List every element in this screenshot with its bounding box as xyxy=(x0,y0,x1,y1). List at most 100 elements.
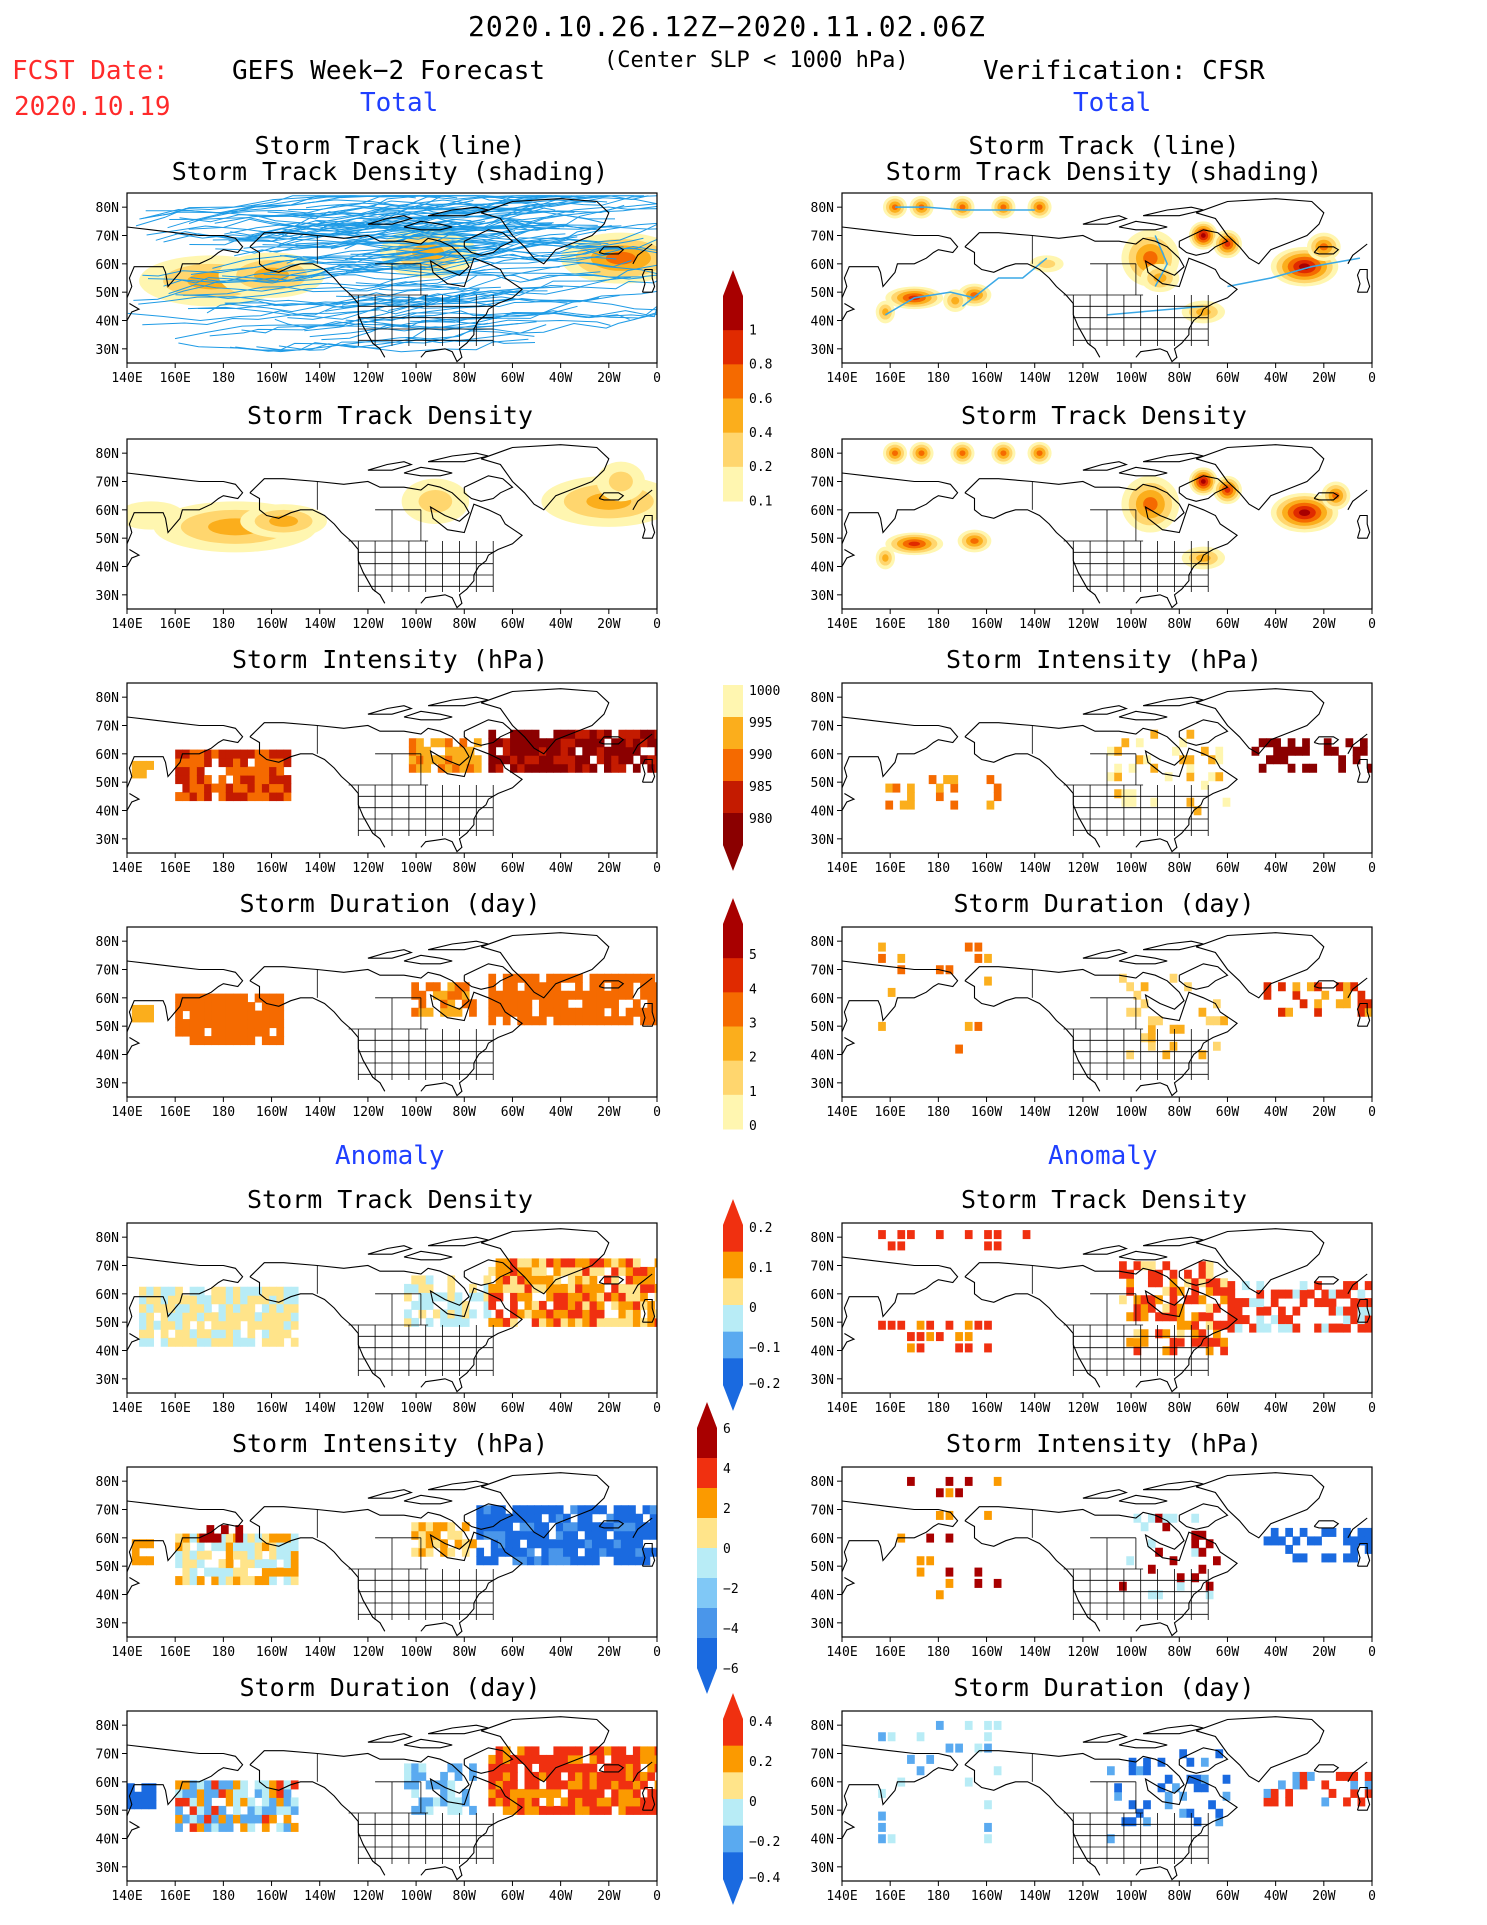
grid-cell xyxy=(218,1002,227,1012)
grid-cell xyxy=(167,1320,176,1330)
x-tick-label: 20W xyxy=(597,861,621,876)
coastline xyxy=(964,736,1101,848)
grid-cell xyxy=(1350,1536,1359,1546)
grid-cell xyxy=(225,1576,234,1586)
grid-cell xyxy=(1357,1536,1366,1546)
grid-cell xyxy=(916,1320,925,1330)
grid-cell xyxy=(1285,1527,1293,1537)
storm-track-line xyxy=(315,224,607,231)
grid-cell xyxy=(1205,1320,1214,1330)
grid-cell xyxy=(1350,1788,1359,1798)
grid-cell xyxy=(261,1337,270,1347)
grid-cell xyxy=(437,755,446,765)
grid-cell xyxy=(604,755,612,765)
x-tick-label: 80W xyxy=(453,1645,477,1660)
grid-cell xyxy=(218,775,227,785)
grid-cell xyxy=(926,1332,935,1342)
coastline xyxy=(964,1520,1101,1632)
grid-cell xyxy=(432,1780,441,1790)
grid-cell xyxy=(582,1780,591,1790)
grid-cell xyxy=(1292,982,1301,992)
grid-cell xyxy=(182,1559,191,1569)
grid-cell xyxy=(189,1780,198,1790)
grid-cell xyxy=(955,1044,963,1054)
storm-track-line xyxy=(304,297,600,332)
coastline xyxy=(1178,475,1229,502)
grid-cell xyxy=(582,1771,591,1781)
coastline xyxy=(598,492,625,501)
grid-cell xyxy=(240,1550,248,1560)
grid-cell xyxy=(935,1230,944,1240)
grid-cell xyxy=(1200,1757,1209,1767)
y-tick-label: 40N xyxy=(96,1833,119,1848)
total-label-right: Total xyxy=(1073,88,1152,118)
grid-cell xyxy=(290,1797,299,1807)
grid-cell xyxy=(225,1312,234,1322)
grid-cell xyxy=(517,1258,525,1268)
grid-cell xyxy=(517,1283,525,1293)
coastline xyxy=(842,1744,959,1817)
grid-cell xyxy=(1114,763,1122,773)
x-tick-label: 20W xyxy=(597,1401,621,1416)
x-tick-label: 140E xyxy=(111,1105,142,1120)
coastline xyxy=(1313,1764,1340,1773)
grid-cell xyxy=(1186,1774,1195,1784)
grid-cell xyxy=(290,1576,299,1586)
grid-cell xyxy=(495,1283,504,1293)
grid-cell xyxy=(283,1559,292,1569)
grid-cell xyxy=(445,738,453,748)
grid-cell xyxy=(1133,1337,1142,1347)
grid-cell xyxy=(1234,1306,1243,1316)
grid-cell xyxy=(510,1007,518,1017)
storm-track-line xyxy=(393,221,657,244)
grid-cell xyxy=(233,1805,241,1815)
grid-cell xyxy=(1022,1230,1031,1240)
grid-cell xyxy=(567,1763,576,1773)
grid-cell xyxy=(469,1007,477,1017)
grid-cell xyxy=(611,1746,619,1756)
grid-cell xyxy=(555,1505,564,1515)
grid-cell xyxy=(524,1258,533,1268)
grid-cell xyxy=(269,1010,277,1020)
grid-cell xyxy=(1270,1315,1279,1325)
grid-cell xyxy=(534,1530,542,1540)
grid-cell xyxy=(247,1822,256,1832)
grid-cell xyxy=(1309,763,1318,773)
grid-cell xyxy=(897,953,906,963)
grid-cell xyxy=(1205,1286,1214,1296)
grid-cell xyxy=(247,1286,256,1296)
grid-cell xyxy=(502,1754,511,1764)
grid-cell xyxy=(517,1275,525,1285)
grid-cell xyxy=(642,1556,651,1566)
grid-cell xyxy=(613,1556,622,1566)
grid-cell xyxy=(269,993,277,1003)
grid-cell xyxy=(269,1567,277,1577)
grid-cell xyxy=(476,1292,485,1302)
map-panel: 140E 160E 180 160W 140W 120W 100W 80W 60W 40W 20W 0… xyxy=(96,1710,661,1904)
grid-cell xyxy=(469,1805,477,1815)
grid-cell xyxy=(560,1258,569,1268)
grid-cell xyxy=(964,1343,973,1353)
grid-cell xyxy=(1314,1536,1322,1546)
y-tick-label: 80N xyxy=(96,1231,119,1246)
grid-cell xyxy=(276,1788,285,1798)
grid-cell xyxy=(411,1547,419,1557)
grid-cell xyxy=(141,1783,150,1793)
grid-cell xyxy=(589,1746,598,1756)
colorbar-swatch xyxy=(723,1060,743,1096)
grid-cell xyxy=(1220,1346,1228,1356)
grid-cell xyxy=(1350,1315,1359,1325)
grid-cell xyxy=(625,1754,634,1764)
grid-cell xyxy=(1357,1527,1366,1537)
coastline xyxy=(1347,1761,1368,1783)
grid-cell xyxy=(411,990,419,1000)
grid-cell xyxy=(447,1547,456,1557)
grid-cell xyxy=(189,1822,198,1832)
grid-cell xyxy=(1176,1303,1185,1313)
grid-cell xyxy=(625,1771,634,1781)
grid-cell xyxy=(604,729,612,739)
grid-cell xyxy=(233,792,241,802)
grid-cell xyxy=(454,1539,463,1549)
x-tick-label: 180 xyxy=(212,1401,235,1416)
grid-cell xyxy=(993,1578,1002,1588)
